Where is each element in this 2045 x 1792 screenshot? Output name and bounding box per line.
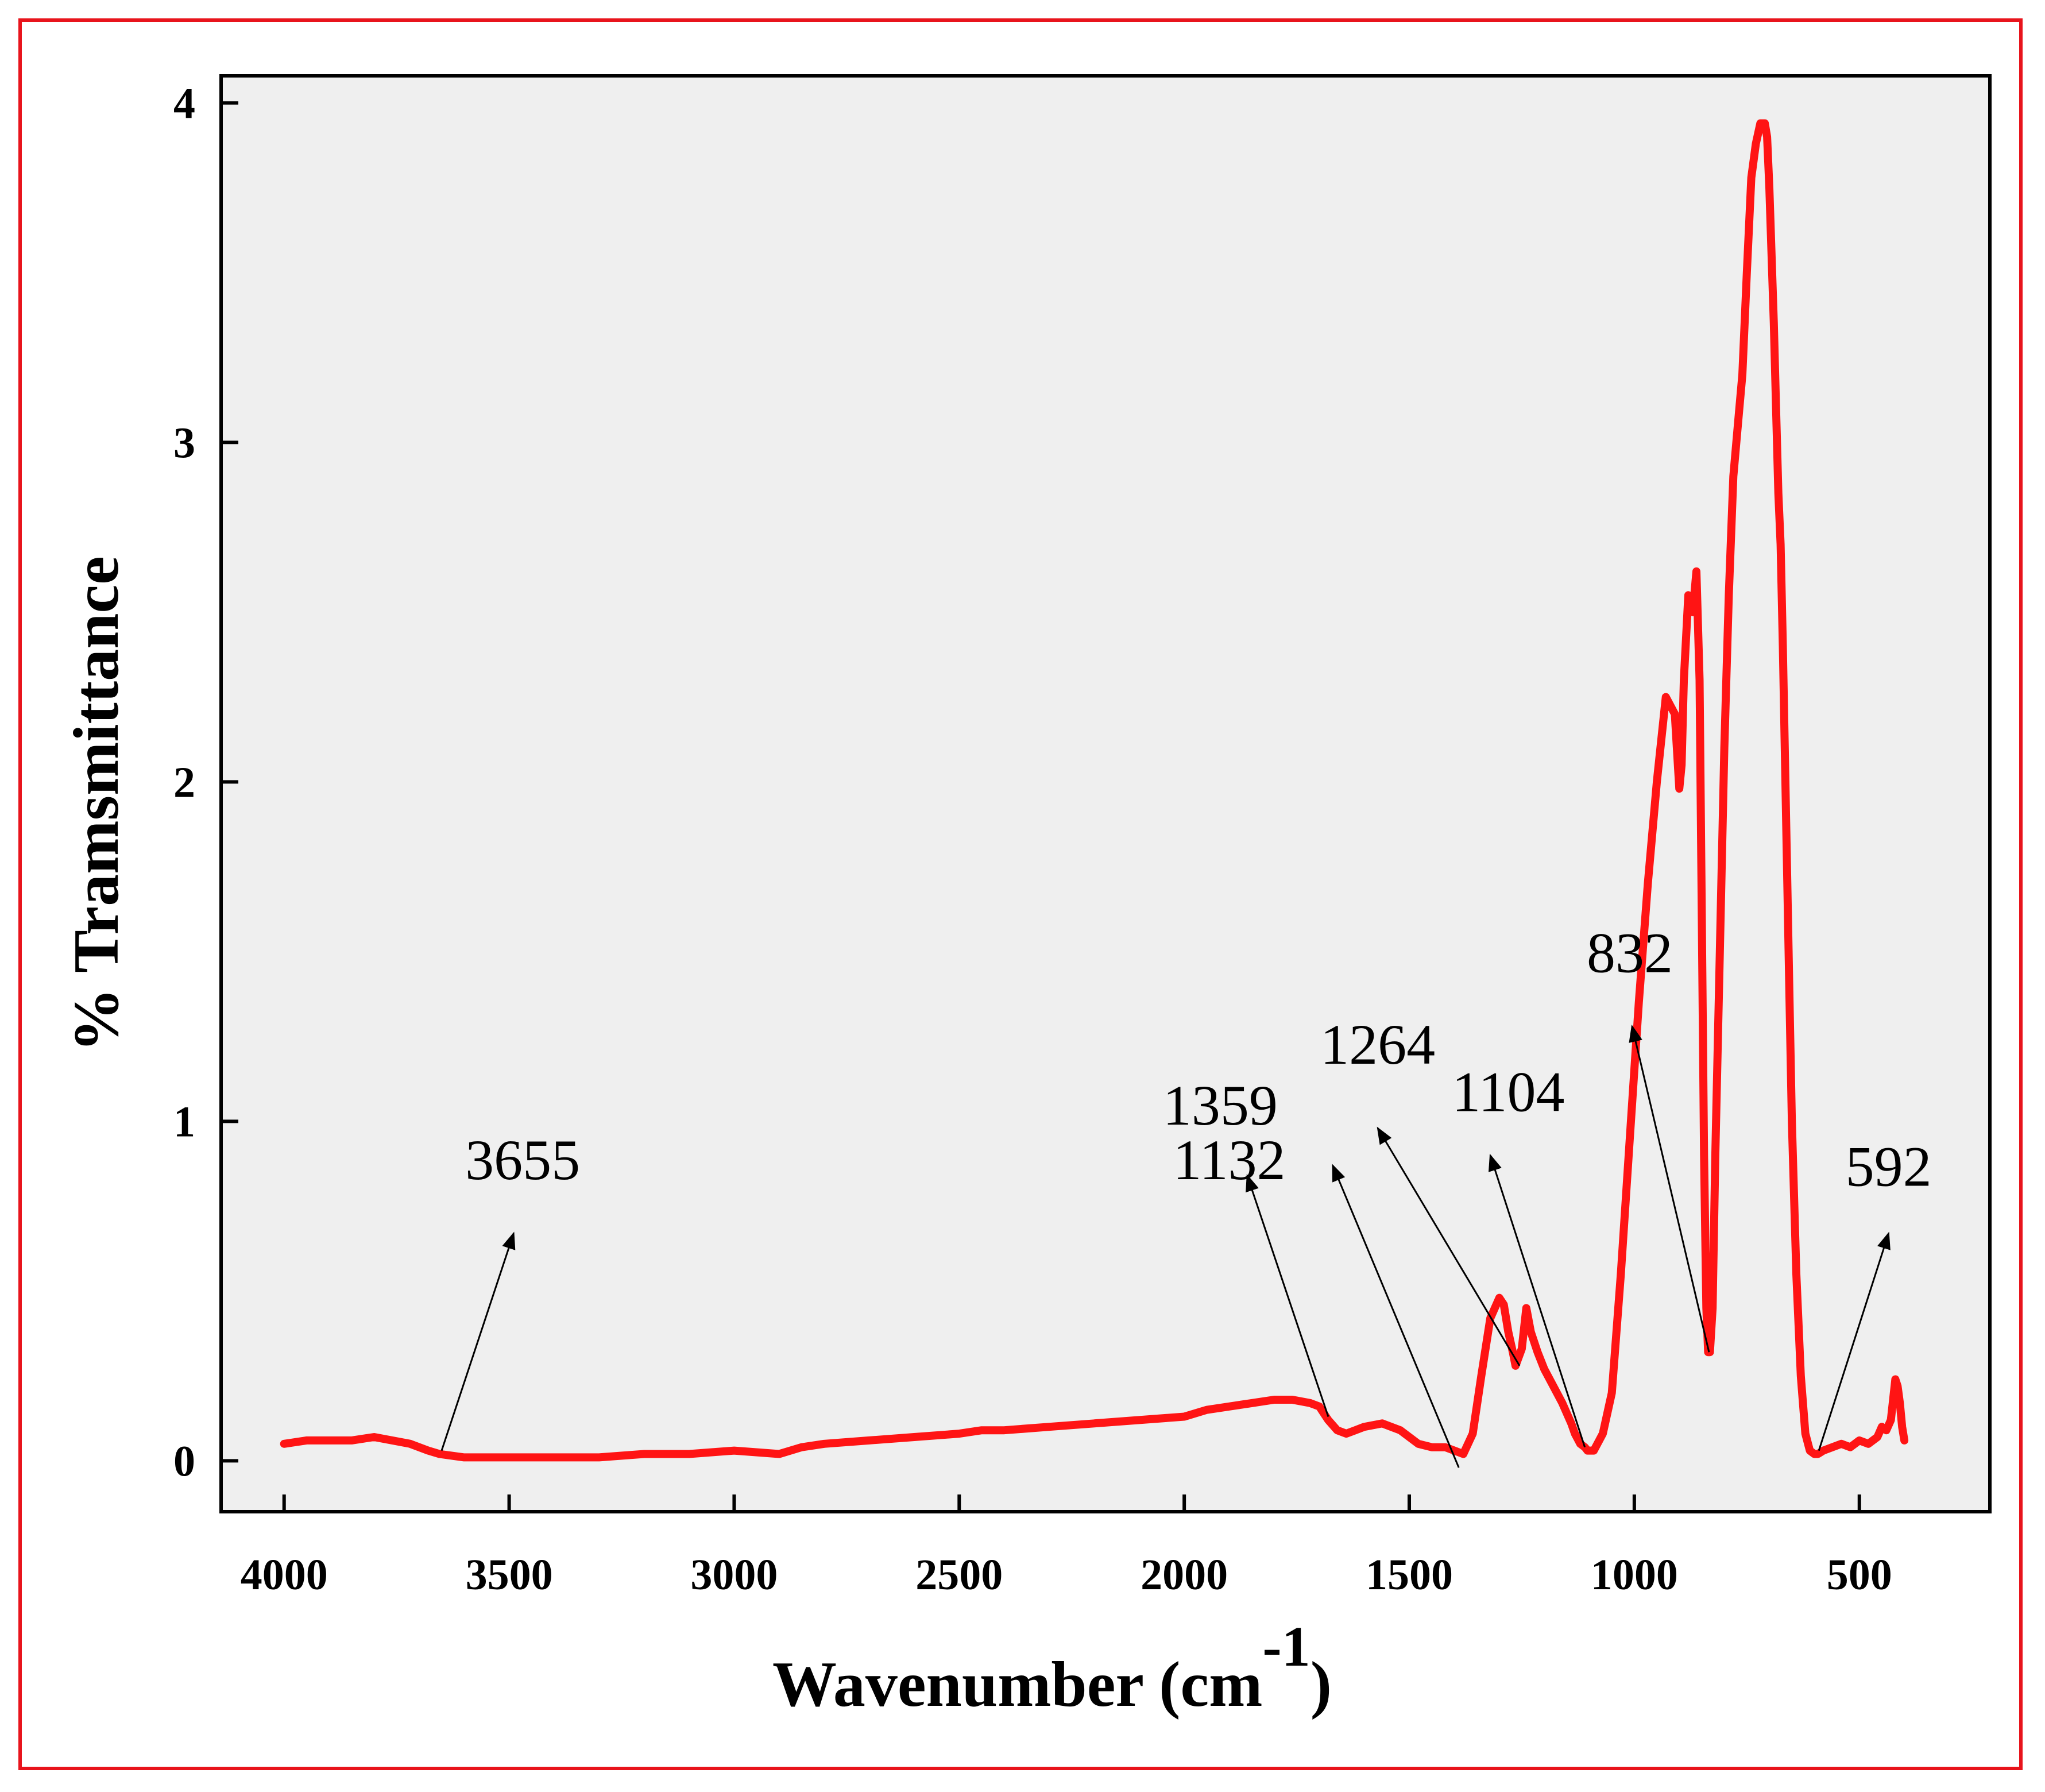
plot-area xyxy=(219,74,1992,1513)
annotation-label-1264: 1264 xyxy=(1320,1013,1435,1076)
series-line-0 xyxy=(280,119,1909,1462)
x-axis-title-main: Wavenumber (cm xyxy=(772,1649,1262,1720)
y-tick-label-0: 0 xyxy=(173,1437,195,1485)
annotation-1132: 1132 xyxy=(1173,1128,1329,1417)
x-axis-title-close: ) xyxy=(1310,1649,1332,1720)
annotation-arrow-1264 xyxy=(1377,1126,1521,1366)
annotation-label-1104: 1104 xyxy=(1452,1060,1564,1124)
x-axis: 4000 3500 3000 2500 2000 1500 1000 500 xyxy=(241,1494,1892,1599)
annotation-label-592: 592 xyxy=(1846,1135,1932,1199)
annotation-label-1132: 1132 xyxy=(1173,1128,1285,1192)
annotation-arrow-1132 xyxy=(1246,1174,1329,1417)
x-tick-label-2000: 2000 xyxy=(1141,1551,1228,1599)
x-axis-title: Wavenumber (cm-1) xyxy=(772,1615,1332,1720)
series-layer xyxy=(280,119,1909,1462)
y-axis-title: % Tramsmittance xyxy=(61,556,132,1052)
x-tick-label-2500: 2500 xyxy=(915,1551,1003,1599)
x-tick-label-1500: 1500 xyxy=(1366,1551,1453,1599)
annotation-label-1359: 1359 xyxy=(1163,1073,1278,1137)
y-axis: 0 1 2 3 4 xyxy=(173,79,238,1485)
annotation-832: 832 xyxy=(1587,921,1710,1353)
x-tick-label-1000: 1000 xyxy=(1591,1551,1678,1599)
y-tick-label-4: 4 xyxy=(173,79,195,128)
x-tick-label-4000: 4000 xyxy=(241,1551,328,1599)
x-tick-label-3500: 3500 xyxy=(466,1551,553,1599)
annotation-arrow-3655 xyxy=(440,1231,516,1451)
annotation-1359: 1359 xyxy=(1163,1073,1460,1468)
y-tick-label-2: 2 xyxy=(173,758,195,806)
x-tick-label-3000: 3000 xyxy=(690,1551,778,1599)
annotation-1104: 1104 xyxy=(1452,1060,1586,1448)
annotation-label-3655: 3655 xyxy=(465,1128,580,1192)
annotation-arrow-1359 xyxy=(1332,1164,1460,1468)
figure-frame xyxy=(18,18,2023,1770)
y-tick-label-1: 1 xyxy=(173,1098,195,1146)
x-tick-label-500: 500 xyxy=(1827,1551,1892,1599)
annotation-arrow-1104 xyxy=(1488,1153,1586,1448)
annotation-label-832: 832 xyxy=(1587,921,1673,984)
annotation-arrow-592 xyxy=(1818,1231,1891,1451)
y-tick-label-3: 3 xyxy=(173,419,195,467)
annotation-592: 592 xyxy=(1818,1135,1932,1451)
annotation-3655: 3655 xyxy=(440,1128,580,1451)
annotation-1264: 1264 xyxy=(1320,1013,1521,1366)
x-axis-title-sup: -1 xyxy=(1262,1615,1310,1678)
annotation-arrow-832 xyxy=(1629,1024,1710,1353)
